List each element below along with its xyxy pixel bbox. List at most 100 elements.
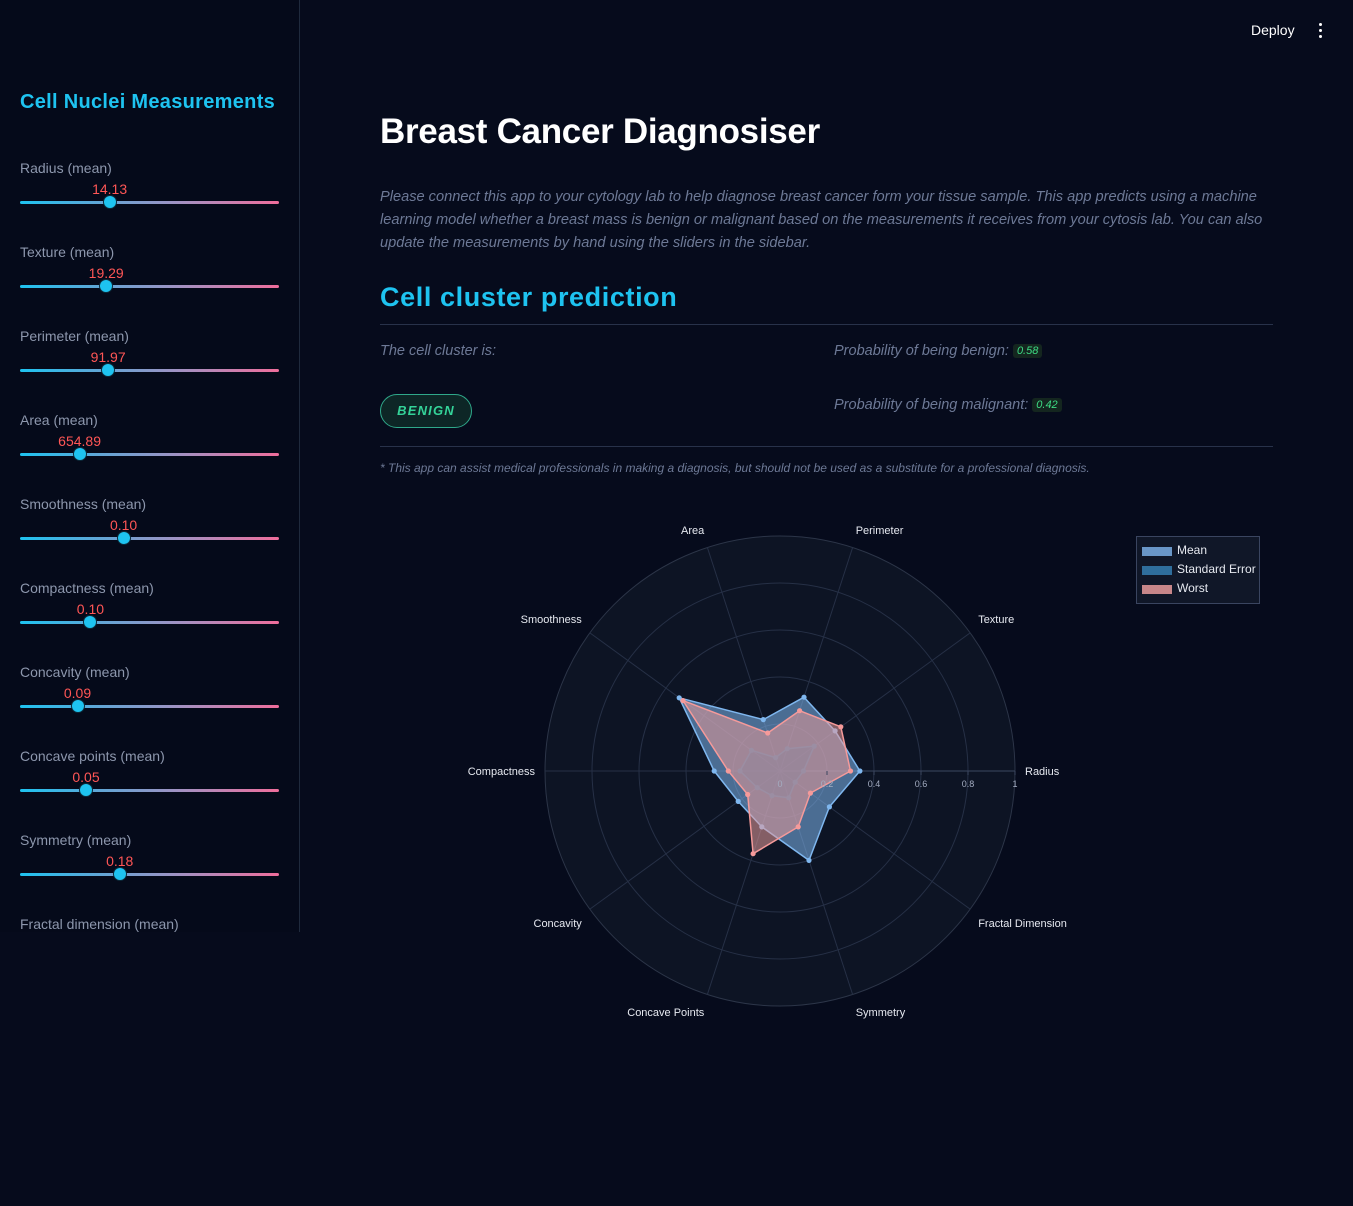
- slider-thumb[interactable]: [71, 700, 84, 712]
- legend-swatch: [1142, 585, 1172, 594]
- prob-benign-row: Probability of being benign: 0.58: [834, 343, 1043, 359]
- slider-texture-mean[interactable]: Texture (mean) 19.29: [20, 244, 279, 314]
- radar-point: [838, 724, 844, 730]
- radial-tick-label: 0.2: [821, 779, 834, 789]
- slider-symmetry-mean[interactable]: Symmetry (mean) 0.18: [20, 832, 279, 902]
- radar-series-mean: [678, 696, 861, 862]
- slider-thumb[interactable]: [84, 616, 97, 628]
- disclaimer: * This app can assist medical profession…: [380, 461, 1090, 475]
- prob-malignant-label: Probability of being malignant:: [834, 397, 1029, 413]
- radial-tick-label: 0.4: [868, 779, 881, 789]
- slider-value: 0.05: [72, 769, 100, 785]
- radar-point: [750, 851, 756, 857]
- slider-compactness-mean[interactable]: Compactness (mean) 0.10: [20, 580, 279, 650]
- radar-point: [735, 798, 741, 805]
- app-description: Please connect this app to your cytology…: [380, 189, 1263, 251]
- slider-track[interactable]: [20, 705, 279, 708]
- slider-thumb[interactable]: [80, 784, 92, 796]
- slider-smoothness-mean[interactable]: Smoothness (mean) 0.10: [20, 496, 279, 566]
- sidebar-title: Cell Nuclei Measurements: [20, 91, 276, 113]
- radar-point: [811, 743, 817, 749]
- slider-track[interactable]: [20, 621, 279, 624]
- radial-tick-label: 0.6: [915, 779, 928, 789]
- radial-tick-label: 0: [777, 779, 782, 789]
- slider-track[interactable]: [20, 201, 279, 204]
- slider-track[interactable]: [20, 453, 279, 456]
- slider-track[interactable]: [20, 537, 279, 540]
- sidebar: Cell Nuclei Measurements Radius (mean) 14…: [0, 0, 300, 932]
- legend-swatch: [1142, 566, 1172, 575]
- slider-label: Perimeter (mean): [20, 328, 129, 344]
- slider-track[interactable]: [20, 873, 279, 876]
- radar-point: [711, 768, 717, 774]
- prob-benign-label: Probability of being benign:: [834, 343, 1009, 359]
- slider-value: 0.10: [109, 517, 138, 533]
- radar-axis-label: Concave Points: [627, 1007, 705, 1019]
- slider-concave-points-mean[interactable]: Concave points (mean) 0.05: [20, 748, 279, 818]
- radar-gridline: [638, 629, 922, 913]
- radar-point: [760, 717, 766, 723]
- slider-value: 654.89: [58, 433, 102, 449]
- prediction-heading: Cell cluster prediction: [380, 282, 678, 312]
- slider-label: Texture (mean): [20, 244, 115, 260]
- cluster-label: The cell cluster is:: [380, 343, 497, 359]
- slider-label: Radius (mean): [20, 160, 112, 176]
- slider-thumb[interactable]: [113, 868, 126, 880]
- legend-item-standard-error[interactable]: Standard Error: [1141, 561, 1259, 580]
- radar-point: [832, 728, 838, 734]
- radar-point: [680, 698, 686, 704]
- slider-radius-mean[interactable]: Radius (mean) 14.13: [20, 160, 279, 230]
- slider-label: Compactness (mean): [20, 580, 154, 596]
- divider: [380, 446, 1273, 447]
- slider-area-mean[interactable]: Area (mean) 654.89: [20, 412, 279, 482]
- radar-axis-label: Texture: [978, 614, 1014, 626]
- slider-thumb[interactable]: [100, 280, 113, 292]
- legend-label: Mean: [1177, 543, 1208, 557]
- slider-thumb[interactable]: [73, 448, 86, 460]
- radar-point: [795, 824, 801, 830]
- radar-spoke: [779, 770, 971, 910]
- radar-spoke: [589, 770, 781, 910]
- slider-label: Fractal dimension (mean): [20, 916, 179, 932]
- radar-axis-label: Symmetry: [856, 1007, 906, 1019]
- radar-gridline: [732, 723, 828, 819]
- kebab-menu-icon[interactable]: [1312, 19, 1330, 41]
- slider-fractal-dimension-mean[interactable]: Fractal dimension (mean): [20, 916, 279, 932]
- prob-malignant-row: Probability of being malignant: 0.42: [834, 397, 1062, 413]
- radar-series-standard-error: [739, 745, 815, 799]
- slider-track[interactable]: [20, 789, 279, 792]
- chart-legend[interactable]: Mean Standard Error Worst: [1136, 536, 1260, 604]
- slider-perimeter-mean[interactable]: Perimeter (mean) 91.97: [20, 328, 279, 398]
- radar-axis-label: Compactness: [468, 766, 536, 778]
- radar-spoke: [779, 632, 971, 772]
- radar-axis-label: Radius: [1025, 766, 1060, 778]
- radar-point: [826, 804, 833, 810]
- slider-thumb[interactable]: [103, 196, 116, 208]
- radar-spoke: [779, 547, 854, 772]
- legend-label: Worst: [1177, 581, 1209, 595]
- slider-value: 0.09: [63, 685, 92, 701]
- legend-item-mean[interactable]: Mean: [1141, 542, 1259, 561]
- slider-label: Smoothness (mean): [20, 496, 147, 512]
- slider-label: Symmetry (mean): [20, 832, 132, 848]
- slider-track[interactable]: [20, 285, 279, 288]
- slider-concavity-mean[interactable]: Concavity (mean) 0.09: [20, 664, 279, 734]
- slider-value: 0.10: [76, 601, 105, 617]
- deploy-button[interactable]: Deploy: [1251, 22, 1295, 38]
- slider-value: 14.13: [92, 181, 128, 197]
- slider-track[interactable]: [20, 369, 279, 372]
- slider-thumb[interactable]: [117, 532, 130, 544]
- radar-point: [800, 768, 807, 774]
- radar-point: [748, 747, 755, 753]
- slider-thumb[interactable]: [102, 364, 115, 376]
- radar-axis-label: Concavity: [534, 918, 583, 930]
- radar-point: [801, 694, 807, 700]
- radar-spoke: [589, 632, 781, 772]
- radar-axis-label: Area: [681, 525, 705, 537]
- radar-spoke: [706, 770, 781, 995]
- legend-item-worst[interactable]: Worst: [1141, 580, 1259, 599]
- radar-spoke: [706, 547, 781, 772]
- radar-point: [773, 755, 779, 761]
- radar-point: [745, 791, 751, 798]
- radar-point: [797, 708, 803, 714]
